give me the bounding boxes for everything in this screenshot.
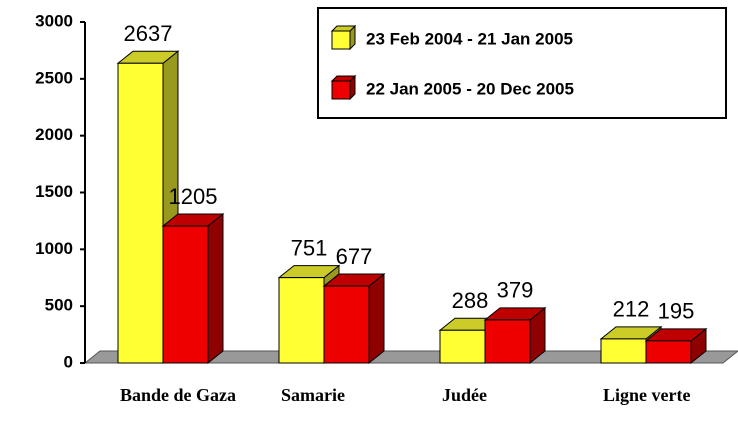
value-label: 677 [336, 244, 373, 269]
x-tick-label: Bande de Gaza [120, 385, 237, 405]
y-tick-label: 2500 [35, 68, 73, 87]
y-tick-label: 3000 [35, 11, 73, 30]
legend-label: 23 Feb 2004 - 21 Jan 2005 [366, 29, 573, 48]
bar [600, 338, 647, 364]
legend-box [317, 7, 727, 119]
value-label: 195 [658, 299, 695, 324]
bar-side [207, 212, 224, 365]
y-tick-label: 0 [64, 352, 73, 371]
legend-swatch [331, 30, 351, 50]
value-label: 379 [497, 278, 534, 303]
bar [162, 225, 209, 364]
x-tick-label: Judée [442, 385, 487, 405]
y-tick-label: 2000 [35, 125, 73, 144]
bar [439, 329, 486, 364]
bar [484, 319, 531, 364]
y-tick-label: 1000 [35, 239, 73, 258]
legend-swatch [331, 80, 351, 100]
value-label: 2637 [124, 21, 173, 46]
y-tick-label: 1500 [35, 182, 73, 201]
bar [645, 340, 692, 364]
legend-label: 22 Jan 2005 - 20 Dec 2005 [366, 79, 574, 98]
value-label: 288 [452, 288, 489, 313]
value-label: 1205 [169, 184, 218, 209]
x-tick-label: Samarie [281, 385, 345, 405]
value-label: 751 [291, 235, 328, 260]
x-tick-label: Ligne verte [603, 385, 691, 405]
bar [117, 62, 164, 364]
bar-side [368, 273, 385, 365]
value-label: 212 [613, 297, 650, 322]
y-tick-label: 500 [45, 296, 73, 315]
bar [278, 277, 325, 364]
bar [323, 285, 370, 364]
